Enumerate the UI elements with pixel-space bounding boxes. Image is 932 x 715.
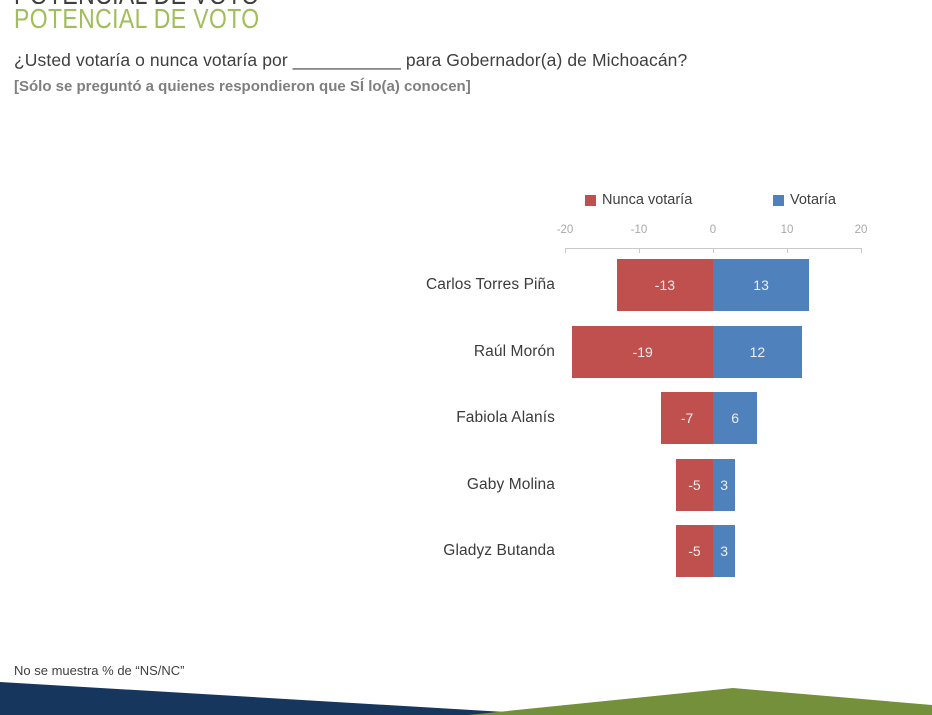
bar-positive: 6 — [713, 392, 758, 444]
bar-negative: -13 — [616, 259, 713, 311]
x-axis-tick-mark — [713, 248, 714, 253]
bar-value-label: 12 — [749, 343, 766, 360]
bar-value-label: -5 — [688, 543, 701, 559]
bar-value-label: 13 — [753, 277, 769, 293]
bar-value-label: 6 — [731, 410, 740, 426]
survey-filter-note: [Sólo se preguntó a quienes respondieron… — [14, 78, 471, 95]
bar-value-label: 3 — [720, 543, 728, 559]
bar-value-label: -5 — [688, 476, 701, 493]
page-title: POTENCIAL DE VOTO — [14, 3, 260, 34]
bar-positive: 3 — [713, 458, 736, 511]
survey-question: ¿Usted votaría o nunca votaría por _____… — [14, 50, 688, 70]
bar-negative: -5 — [676, 458, 713, 511]
x-axis-tick-label: -10 — [630, 224, 648, 236]
bar-value-label: -13 — [654, 277, 675, 293]
bar-negative: -7 — [661, 392, 713, 444]
category-label: Gaby Molina — [466, 475, 555, 493]
x-axis-tick-label: 0 — [709, 224, 717, 236]
category-label: Fabiola Alanís — [456, 409, 555, 426]
legend-item-nunca-votaria: Nunca votaría — [585, 192, 692, 208]
bar-positive: 13 — [713, 259, 810, 311]
bar-value-label: 3 — [720, 476, 728, 493]
category-label: Carlos Torres Piña — [425, 276, 555, 293]
clipped-top-text: POTENCIAL DE VOTO — [14, 0, 313, 4]
x-axis-tick-label: 20 — [854, 224, 868, 236]
legend-label-nunca-votaria: Nunca votaría — [602, 192, 693, 208]
footer-green-wedge — [468, 688, 932, 715]
footnote: No se muestra % de “NS/NC” — [14, 663, 185, 678]
legend-swatch-blue — [773, 194, 784, 206]
x-axis-tick-mark — [861, 248, 862, 253]
category-label: Gladyz Butanda — [443, 542, 555, 559]
legend-swatch-red — [585, 194, 596, 206]
clipped-top-text-content: POTENCIAL DE VOTO — [14, 0, 260, 4]
bar-negative: -19 — [572, 325, 713, 378]
x-axis-tick-mark — [787, 248, 788, 253]
legend-label-votaria: Votaría — [790, 192, 836, 208]
bar-value-label: -7 — [680, 410, 694, 426]
bar-negative: -5 — [676, 525, 713, 577]
x-axis-tick-mark — [565, 248, 566, 253]
footer-navy-wedge — [0, 682, 555, 715]
x-axis-tick-label: -20 — [556, 224, 574, 236]
bar-positive: 3 — [713, 525, 736, 577]
category-label: Raúl Morón — [473, 342, 555, 360]
bar-value-label: -19 — [632, 343, 653, 360]
legend-item-votaria: Votaría — [773, 192, 836, 208]
x-axis-tick-label: 10 — [780, 224, 794, 236]
bar-positive: 12 — [713, 325, 802, 378]
x-axis-tick-mark — [639, 248, 640, 253]
footer-decoration — [0, 682, 932, 715]
